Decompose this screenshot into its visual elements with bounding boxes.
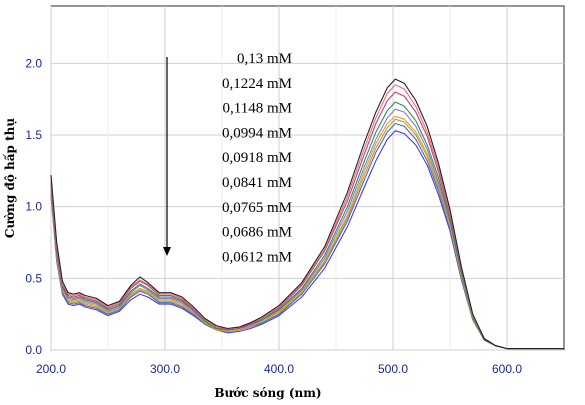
y-axis-title: Cường độ hấp thụ <box>2 118 17 238</box>
x-tick-label: 500.0 <box>378 362 408 376</box>
legend-entry: 0,0918 mM <box>222 150 292 166</box>
series-line <box>50 130 564 350</box>
legend-entry: 0,13 mM <box>237 51 292 67</box>
x-tick-label: 300.0 <box>150 362 180 376</box>
legend: 0,13 mM 0,1224 mM 0,1148 mM 0,0994 mM 0,0918… <box>222 51 292 265</box>
arrow-head <box>163 247 171 256</box>
grid <box>50 6 564 351</box>
y-tick-label: 1.5 <box>25 128 42 142</box>
legend-entry: 0,1224 mM <box>222 76 292 92</box>
y-tick-label: 0.0 <box>25 343 42 357</box>
series-line <box>50 91 564 350</box>
legend-entry: 0,0686 mM <box>222 225 292 241</box>
x-axis-title: Bước sóng (nm) <box>214 386 321 400</box>
legend-entry: 0,0841 mM <box>222 175 292 191</box>
legend-entry: 0,1148 mM <box>223 101 292 117</box>
x-tick-label: 400.0 <box>264 362 294 376</box>
series-line <box>50 108 564 350</box>
legend-entry: 0,0994 mM <box>222 125 292 141</box>
concentration-arrow <box>163 57 171 256</box>
series-group <box>50 78 564 350</box>
x-tick-label: 200.0 <box>36 362 66 376</box>
legend-entry: 0,0765 mM <box>222 200 292 216</box>
y-tick-label: 0.5 <box>25 271 42 285</box>
y-tick-label: 1.0 <box>25 200 42 214</box>
series-line <box>50 78 564 350</box>
legend-entry: 0,0612 mM <box>222 249 292 265</box>
tick-labels: 200.0 300.0 400.0 500.0 600.0 0.0 0.5 1.0 1.5 2.0 <box>25 56 522 376</box>
x-tick-label: 600.0 <box>492 362 522 376</box>
y-tick-label: 2.0 <box>25 56 42 70</box>
